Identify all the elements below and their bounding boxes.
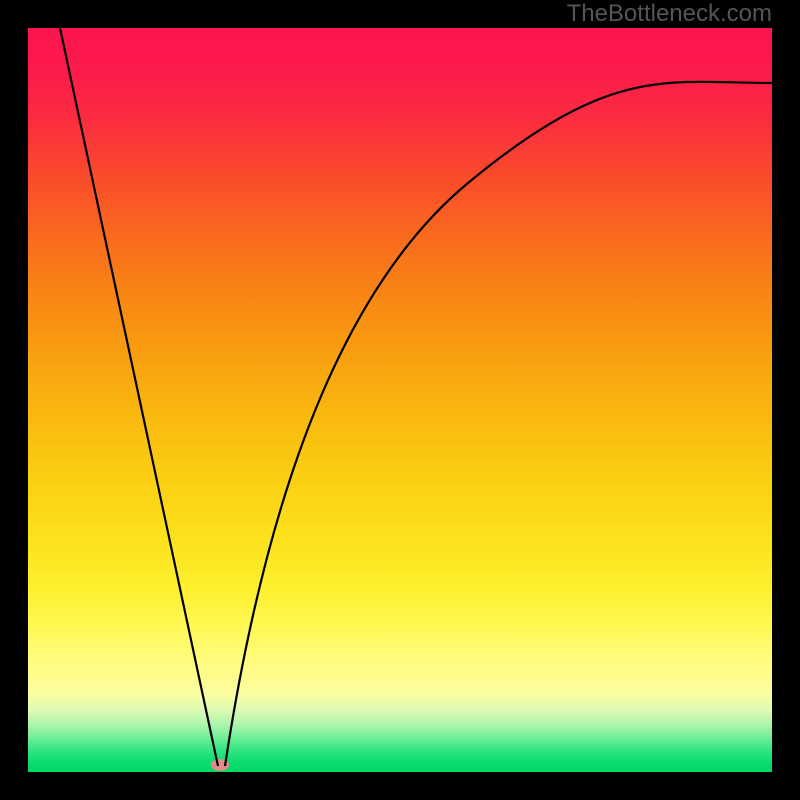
chart-svg bbox=[28, 28, 772, 772]
chart-plot-area bbox=[28, 28, 772, 772]
watermark-label: TheBottleneck.com bbox=[567, 0, 772, 28]
